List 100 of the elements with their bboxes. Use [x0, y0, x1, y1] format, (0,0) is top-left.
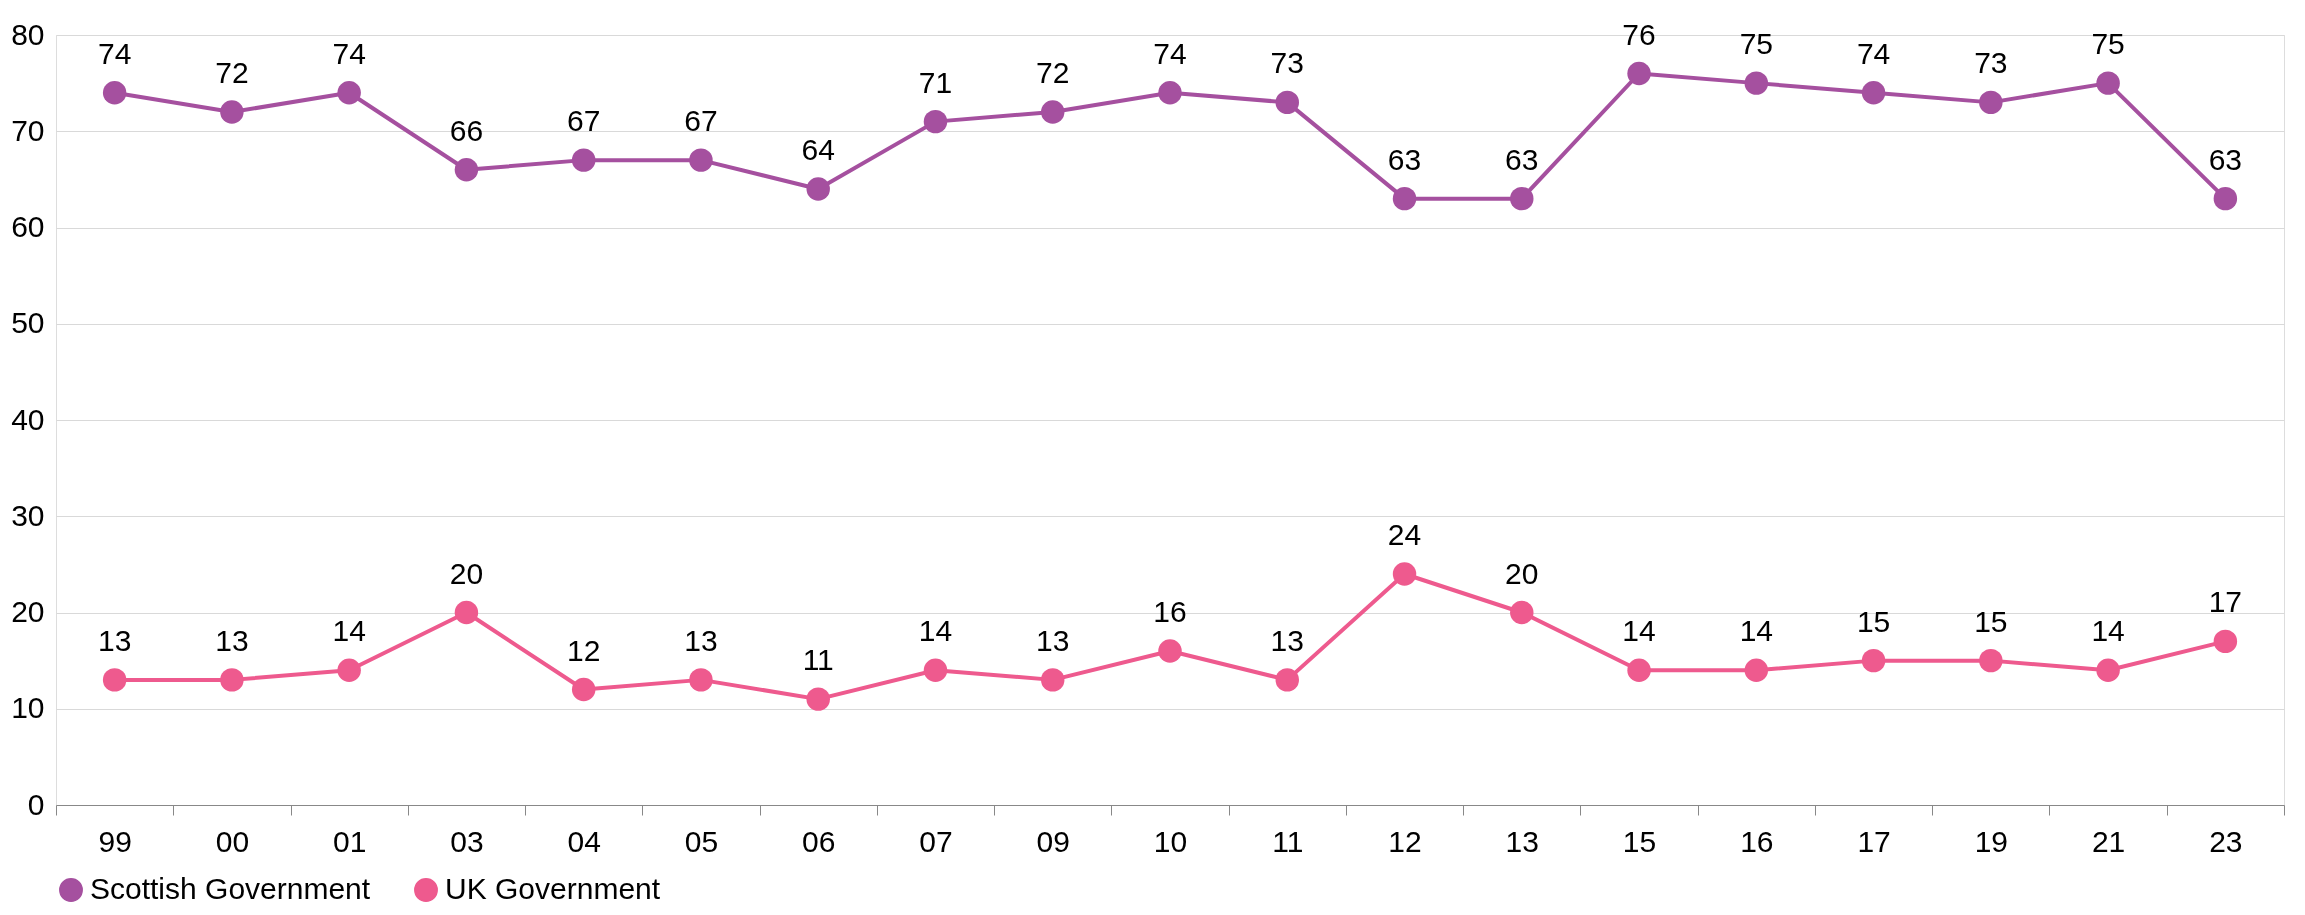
point [2213, 629, 2238, 654]
point [806, 177, 830, 201]
data-label: 15 [1856, 604, 1891, 638]
point [337, 81, 361, 105]
point [1510, 600, 1534, 625]
data-label: 13 [684, 623, 718, 657]
x-tick-label: 13 [1505, 824, 1539, 858]
y-tick-label: 20 [11, 595, 45, 628]
x-tick-label: 19 [1974, 824, 2009, 858]
data-label: 71 [918, 65, 953, 99]
point [1627, 658, 1651, 682]
legend-label: Scottish Government [90, 872, 371, 905]
data-label: 15 [1974, 604, 2008, 638]
data-label: 74 [1856, 36, 1891, 70]
y-tick-label: 60 [11, 210, 45, 243]
data-label: 73 [1270, 46, 1304, 80]
point [1275, 668, 1299, 692]
point [1158, 639, 1182, 663]
point [1041, 668, 1065, 692]
x-tick-label: 17 [1857, 824, 1891, 858]
point [689, 148, 713, 172]
point [923, 658, 948, 682]
point [1041, 100, 1065, 124]
x-tick-label: 09 [1036, 824, 1070, 858]
x-tick-label: 10 [1153, 824, 1188, 858]
point [689, 668, 713, 692]
data-label: 14 [1622, 614, 1656, 648]
y-tick-label: 0 [27, 787, 45, 821]
y-tick-label: 40 [11, 402, 45, 436]
data-label: 67 [684, 104, 718, 138]
data-label: 13 [1270, 623, 1304, 657]
point [1861, 81, 1886, 105]
data-label: 17 [2208, 585, 2243, 619]
point [220, 100, 244, 124]
x-tick-label: 06 [802, 824, 836, 858]
x-tick-label: 00 [215, 824, 250, 858]
point [1744, 658, 1769, 682]
point [220, 668, 244, 692]
data-label: 24 [1387, 518, 1422, 551]
data-label: 63 [1387, 142, 1422, 176]
data-label: 72 [1036, 56, 1070, 89]
data-label: 74 [332, 36, 366, 70]
y-tick-label: 80 [11, 17, 45, 51]
x-tick-label: 01 [332, 824, 367, 858]
point [102, 81, 127, 105]
data-label: 14 [2091, 614, 2125, 648]
data-label: 16 [1153, 595, 1187, 628]
data-label: 13 [215, 623, 249, 657]
data-label: 66 [449, 113, 484, 147]
point [454, 600, 479, 625]
data-label: 20 [449, 556, 484, 590]
x-tick-label: 07 [919, 824, 953, 858]
point [1392, 186, 1417, 211]
x-tick-label: 12 [1388, 824, 1422, 858]
data-label: 74 [1153, 36, 1187, 70]
point [806, 687, 830, 711]
point [1744, 71, 1769, 95]
point [102, 668, 127, 692]
data-label: 63 [2208, 142, 2243, 176]
data-label: 12 [567, 633, 601, 667]
point [1392, 562, 1417, 586]
point [1861, 648, 1886, 673]
data-label: 13 [97, 623, 132, 657]
data-label: 14 [1739, 614, 1773, 648]
y-tick-label: 50 [11, 306, 45, 340]
data-label: 64 [801, 133, 835, 166]
x-tick-label: 16 [1740, 824, 1774, 858]
data-label: 13 [1036, 623, 1070, 657]
point [1979, 648, 2003, 673]
x-tick-label: 21 [2091, 824, 2126, 858]
data-label: 63 [1505, 142, 1539, 176]
point [2096, 71, 2120, 95]
x-tick-label: 11 [1272, 824, 1304, 858]
y-tick-label: 70 [11, 113, 45, 147]
data-label: 20 [1505, 556, 1539, 590]
x-tick-label: 03 [450, 824, 484, 858]
point [337, 658, 361, 682]
point [2096, 658, 2120, 682]
point [1510, 186, 1534, 211]
x-tick-label: 15 [1622, 824, 1657, 858]
point [923, 109, 948, 134]
point [1627, 61, 1651, 86]
point [2213, 186, 2238, 211]
data-label: 75 [1739, 27, 1773, 61]
legend-label: UK Government [445, 872, 661, 905]
point [571, 148, 596, 172]
point [1979, 90, 2003, 115]
x-tick-label: 99 [98, 824, 132, 858]
data-label: 67 [567, 104, 601, 138]
y-tick-label: 10 [11, 691, 45, 725]
data-label: 76 [1622, 17, 1656, 51]
point [1158, 81, 1182, 105]
data-label: 14 [918, 614, 953, 648]
data-label: 75 [2091, 27, 2125, 61]
point [1275, 90, 1299, 115]
data-label: 11 [802, 643, 834, 677]
data-label: 14 [332, 614, 366, 648]
x-tick-label: 05 [684, 824, 719, 858]
x-tick-label: 23 [2209, 824, 2243, 858]
point [454, 158, 479, 182]
